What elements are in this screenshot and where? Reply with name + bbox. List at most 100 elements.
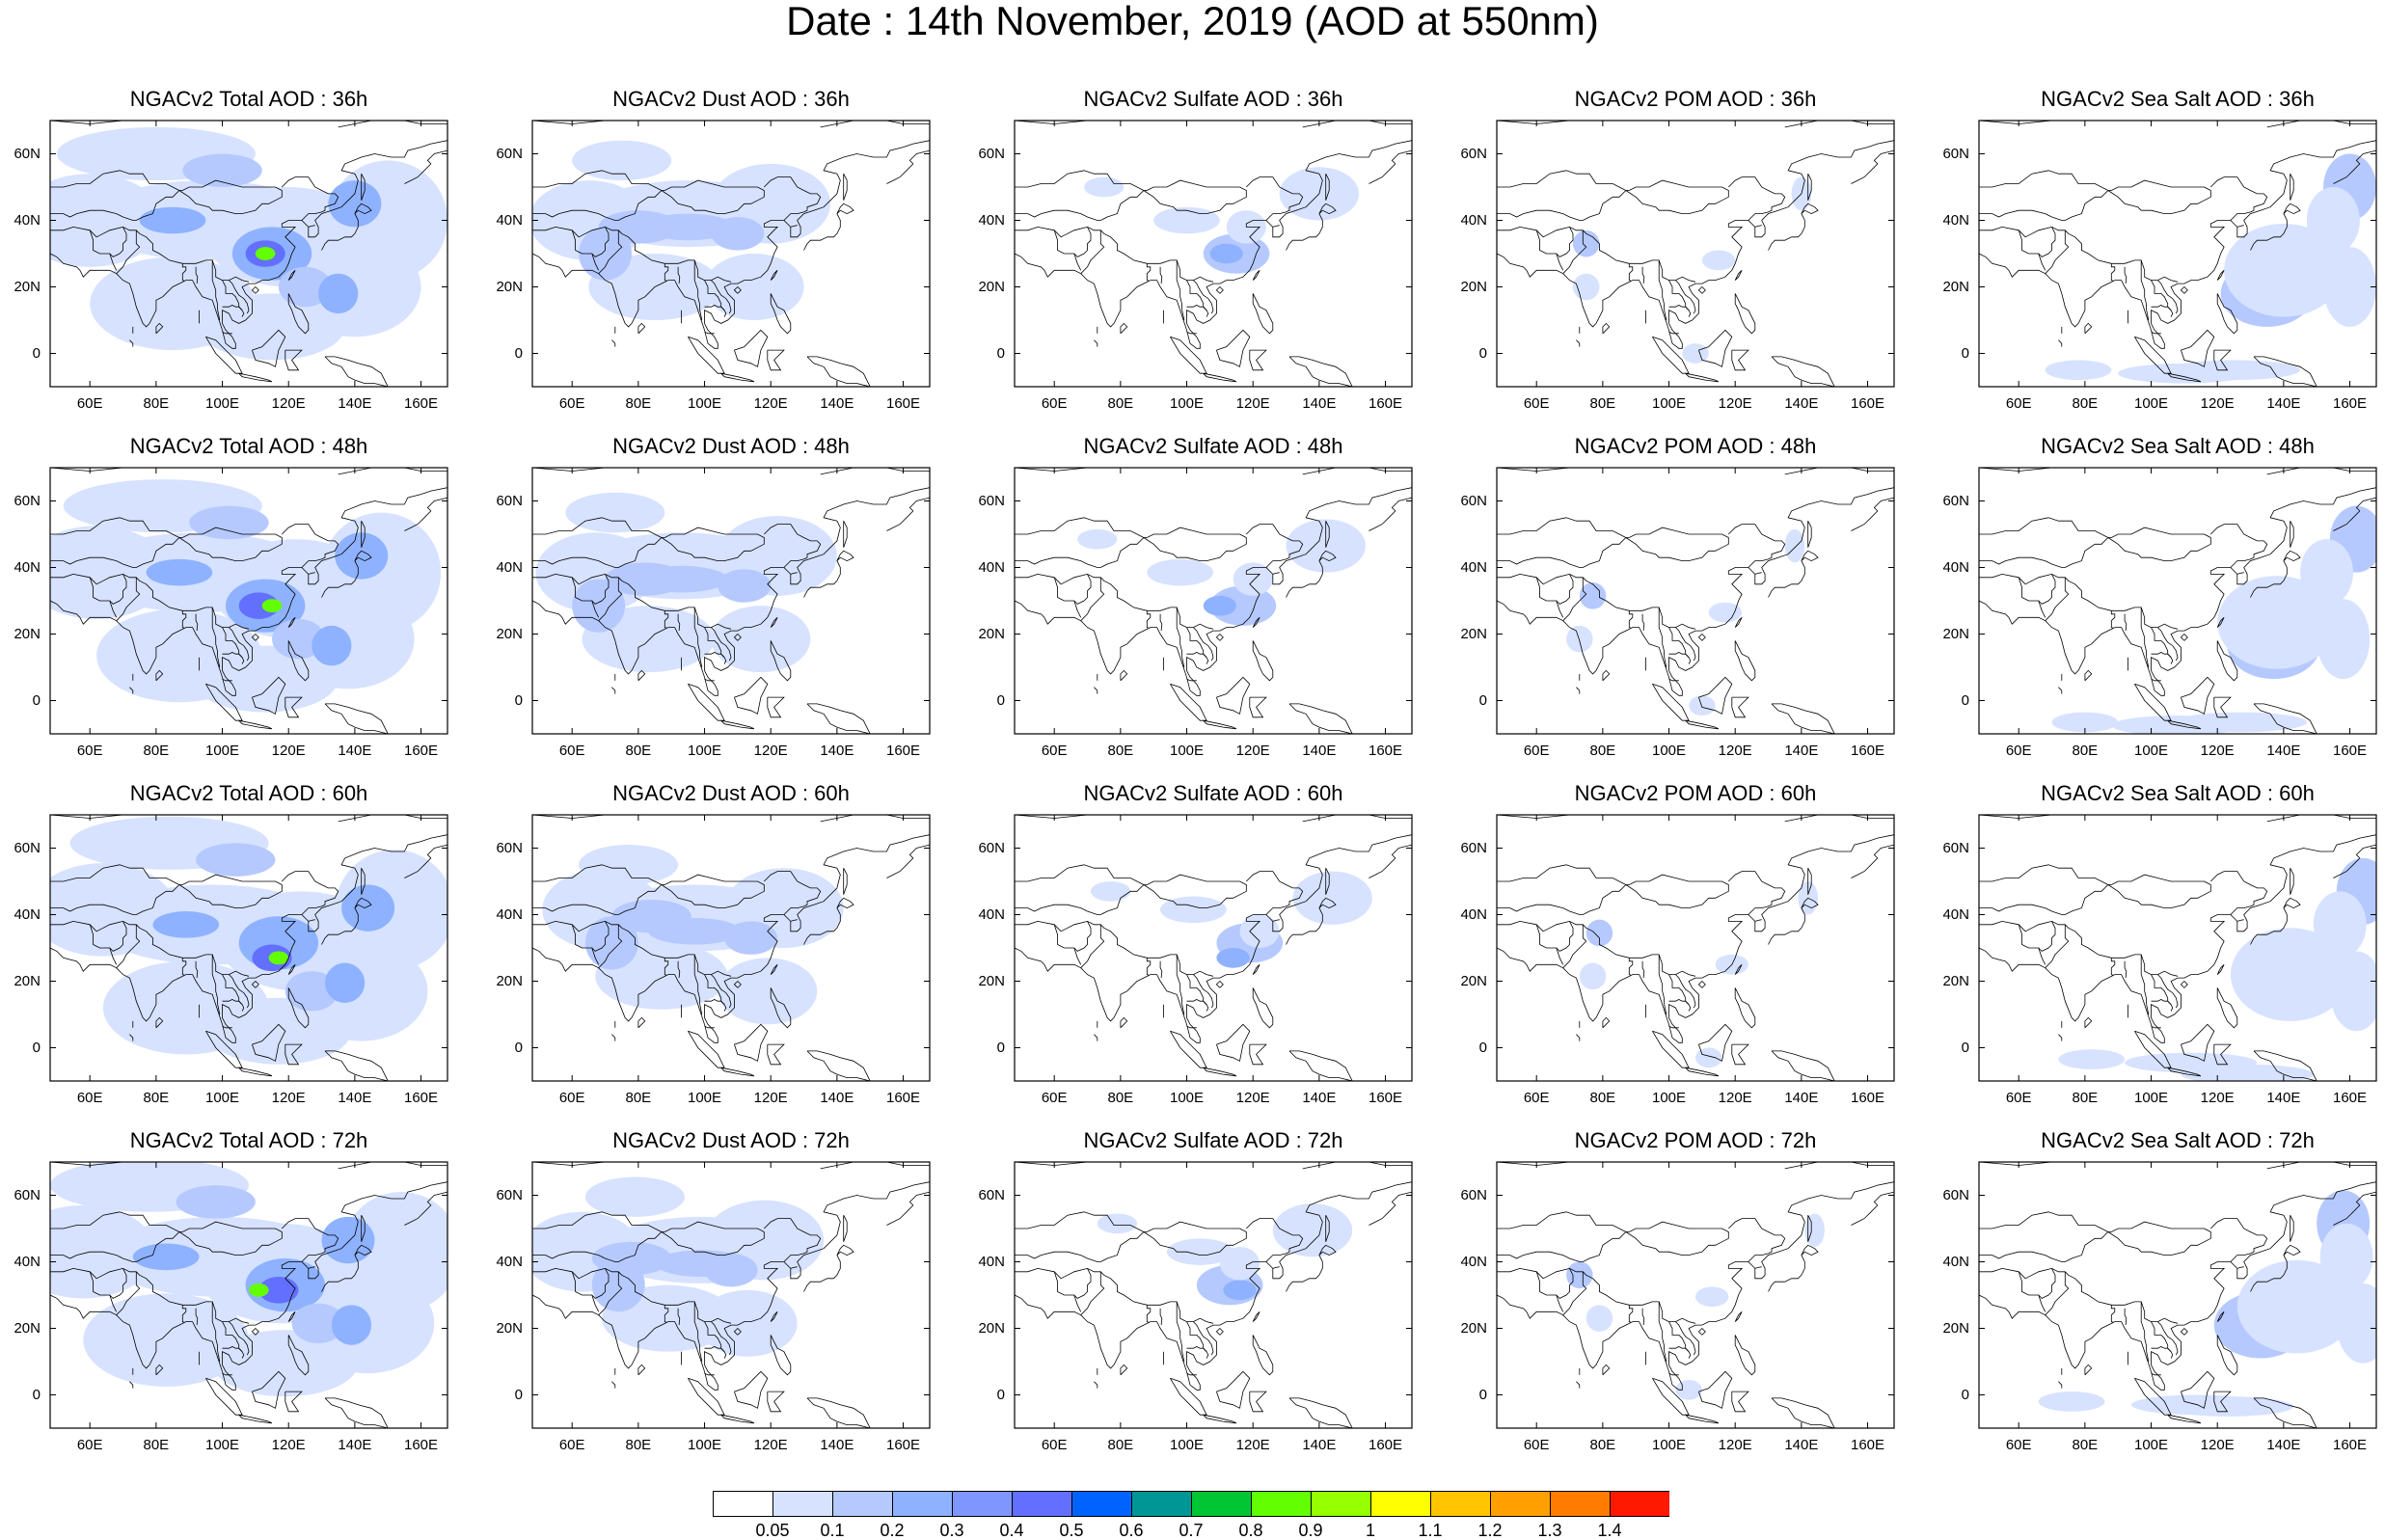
lon-tick-label: 80E: [1107, 395, 1134, 412]
aod-field-patch: [1077, 528, 1118, 550]
aod-field-patch: [704, 254, 804, 320]
aod-field-patch: [258, 1277, 299, 1304]
aod-field-patch: [697, 1289, 798, 1357]
colorbar-box: [1071, 1491, 1132, 1517]
lon-tick-label: 120E: [271, 1090, 306, 1106]
lon-tick-label: 80E: [1107, 743, 1134, 759]
lat-tick-label: 0: [1961, 1386, 1969, 1403]
lon-tick-label: 160E: [1369, 395, 1403, 412]
map-frame: [49, 467, 448, 735]
aod-field-patch: [1585, 919, 1613, 947]
colorbar: [713, 1491, 1669, 1517]
aod-field-patch: [1682, 343, 1709, 364]
lat-tick-label: 40N: [1942, 211, 1969, 229]
aod-field-patch: [2329, 951, 2376, 1032]
aod-field-patch: [2045, 360, 2112, 381]
coastlines: [532, 815, 930, 1081]
lon-tick-label: 100E: [2134, 743, 2169, 759]
map-panel-total-3: [49, 1161, 448, 1429]
aod-field-patch: [2336, 1283, 2376, 1364]
lon-tick-label: 160E: [1369, 743, 1403, 759]
aod-field-patch: [238, 592, 279, 619]
lat-tick-label: 40N: [978, 905, 1005, 923]
aod-field-patch: [2317, 599, 2371, 680]
lon-tick-label: 140E: [2266, 1090, 2301, 1106]
map-panel-seasalt-0: [1978, 120, 2377, 388]
lon-tick-label: 160E: [2333, 1090, 2368, 1106]
map-frame: [1014, 1161, 1413, 1429]
coastlines: [1497, 468, 1894, 734]
aod-field-patch: [318, 273, 359, 314]
lat-tick-label: 60N: [14, 145, 41, 162]
aod-field-patch: [1579, 582, 1607, 609]
aod-field-patch: [196, 843, 276, 877]
colorbar-label: 0.7: [1179, 1521, 1204, 1540]
aod-field-patch: [312, 625, 352, 666]
lat-tick-label: 0: [514, 344, 523, 362]
lon-tick-label: 100E: [2134, 1090, 2169, 1106]
lon-tick-label: 80E: [143, 1090, 170, 1106]
aod-field-patch: [268, 951, 289, 965]
lat-tick-label: 20N: [978, 278, 1005, 295]
aod-field-patch: [1292, 871, 1372, 925]
aod-field-patch: [2313, 891, 2367, 959]
aod-field-patch: [1701, 250, 1736, 271]
colorbar-label: 0.5: [1059, 1521, 1084, 1540]
aod-field-patch: [1084, 176, 1125, 198]
lat-tick-label: 20N: [14, 278, 41, 295]
aod-field-patch: [584, 1176, 685, 1217]
lon-tick-label: 80E: [625, 1437, 652, 1453]
panel-title: NGACv2 Sulfate AOD : 60h: [1083, 781, 1343, 805]
lat-tick-label: 20N: [14, 625, 41, 642]
lon-tick-label: 60E: [2005, 1437, 2032, 1453]
lon-tick-label: 80E: [2072, 395, 2099, 412]
lat-tick-label: 20N: [496, 972, 523, 989]
coastlines: [532, 468, 930, 734]
lat-tick-label: 40N: [978, 211, 1005, 229]
lat-tick-label: 0: [32, 1039, 41, 1056]
lon-tick-label: 60E: [76, 743, 103, 759]
aod-field-patch: [2300, 539, 2353, 607]
lat-tick-label: 40N: [496, 558, 523, 576]
lon-tick-label: 100E: [688, 1090, 722, 1106]
lon-tick-label: 120E: [1718, 743, 1752, 759]
lon-tick-label: 120E: [1718, 395, 1752, 412]
lat-tick-label: 60N: [978, 839, 1005, 856]
aod-field-patch: [1090, 881, 1131, 902]
aod-field-patch: [335, 532, 389, 580]
aod-field-patch: [711, 606, 811, 673]
lon-tick-label: 160E: [886, 743, 921, 759]
lon-tick-label: 120E: [753, 1437, 788, 1453]
panel-title: NGACv2 Sea Salt AOD : 48h: [2041, 434, 2315, 458]
lon-tick-label: 140E: [338, 1090, 372, 1106]
lon-tick-label: 140E: [1784, 395, 1819, 412]
aod-field-patch: [565, 492, 665, 533]
lon-tick-label: 140E: [820, 1437, 854, 1453]
lon-tick-label: 60E: [1041, 1090, 1068, 1106]
aod-field-patch: [1223, 1280, 1257, 1301]
aod-field-patch: [321, 1216, 375, 1264]
lon-tick-label: 140E: [338, 1437, 372, 1453]
aod-field-patch: [272, 618, 325, 660]
lon-tick-label: 120E: [1718, 1437, 1752, 1453]
lon-tick-label: 60E: [1523, 395, 1550, 412]
panel-title: NGACv2 Sulfate AOD : 72h: [1083, 1128, 1343, 1152]
map-frame: [1014, 467, 1413, 735]
lat-tick-label: 20N: [14, 1319, 41, 1337]
map-panel-seasalt-2: [1978, 814, 2377, 1082]
panel-title: NGACv2 Sea Salt AOD : 36h: [2041, 87, 2315, 111]
colorbar-label: 0.1: [820, 1521, 845, 1540]
lon-tick-label: 100E: [1170, 395, 1205, 412]
aod-field-patch: [2181, 1064, 2314, 1081]
colorbar-box: [1131, 1491, 1192, 1517]
aod-field-patch: [146, 558, 213, 586]
aod-field-patch: [1233, 562, 1273, 596]
lon-tick-label: 100E: [205, 395, 240, 412]
lon-tick-label: 120E: [2200, 743, 2235, 759]
aod-field-patch: [1153, 206, 1220, 234]
lon-tick-label: 120E: [2200, 395, 2235, 412]
lat-tick-label: 0: [996, 1039, 1005, 1056]
lat-tick-label: 60N: [1460, 1186, 1487, 1203]
page-title: Date : 14th November, 2019 (AOD at 550nm…: [786, 0, 1599, 43]
colorbar-box: [1311, 1491, 1371, 1517]
